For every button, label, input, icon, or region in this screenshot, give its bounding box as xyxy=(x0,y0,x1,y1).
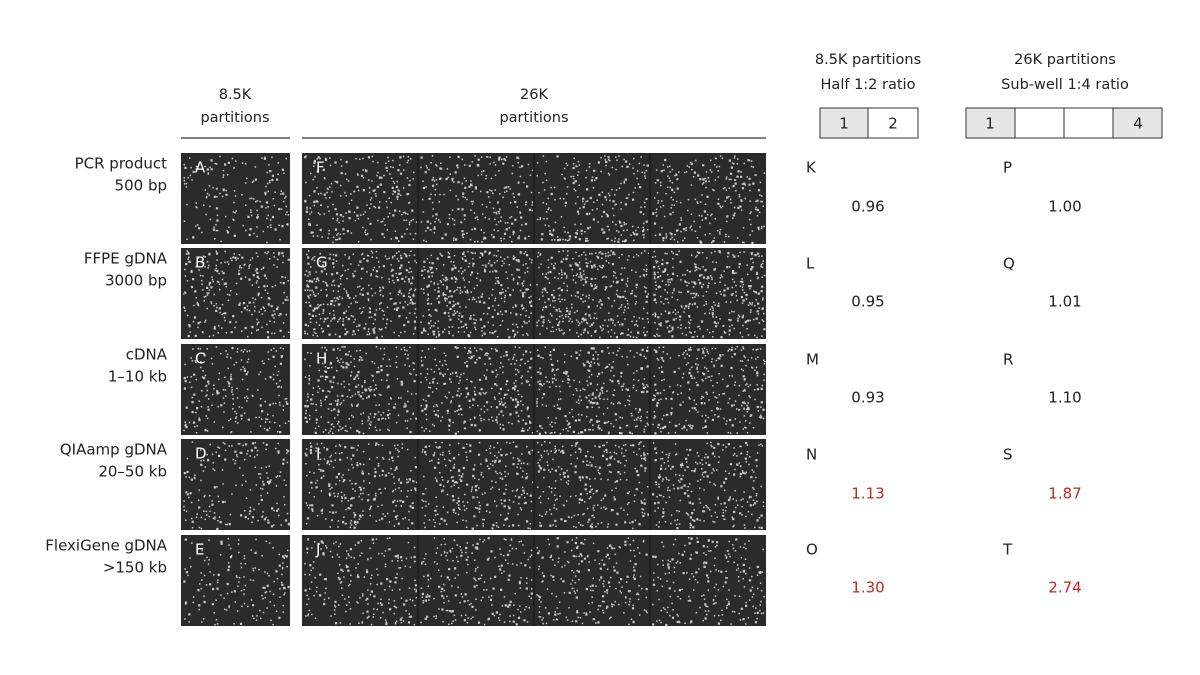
row-label: 1–10 kb xyxy=(108,368,167,386)
partition-dots xyxy=(652,537,765,627)
row-label: 3000 bp xyxy=(105,272,167,290)
result-value: 0.95 xyxy=(851,293,884,311)
row-label: FFPE gDNA xyxy=(84,250,168,268)
ratio-title: 26K partitions xyxy=(1014,52,1116,68)
well-label: 2 xyxy=(888,115,898,133)
partition-dots xyxy=(304,537,418,626)
panel-letter: A xyxy=(195,159,206,177)
well-box xyxy=(1063,107,1114,139)
partition-dots xyxy=(304,442,418,529)
partition-dots xyxy=(652,155,766,244)
partition-dots xyxy=(183,346,290,434)
partition-dots xyxy=(420,346,534,435)
ratio-subtitle: Half 1:2 ratio xyxy=(821,77,916,93)
partition-dots xyxy=(652,346,766,435)
panel-letter: E xyxy=(195,541,204,559)
partition-dots xyxy=(183,250,290,339)
partition-dots xyxy=(420,537,533,626)
image-panel xyxy=(181,535,290,626)
panel-letter: J xyxy=(315,541,320,559)
partition-dots xyxy=(536,250,650,339)
partition-dots xyxy=(304,346,418,435)
result-value: 1.30 xyxy=(851,579,884,597)
partition-dots xyxy=(304,250,418,339)
partition-dots xyxy=(420,250,533,339)
well-label: 1 xyxy=(985,115,995,133)
well-label: 4 xyxy=(1133,115,1143,133)
result-value: 1.01 xyxy=(1048,293,1081,311)
partition-dots xyxy=(652,441,765,530)
image-panel xyxy=(181,439,290,530)
result-value: 0.93 xyxy=(851,389,884,407)
row-label: 20–50 kb xyxy=(98,463,167,481)
row-label: FlexiGene gDNA xyxy=(45,537,167,555)
partition-dots xyxy=(536,346,649,435)
partition-dots xyxy=(183,537,290,626)
row-label: cDNA xyxy=(126,346,168,364)
result-letter: K xyxy=(806,159,817,177)
result-value: 1.00 xyxy=(1048,198,1081,216)
column-subtitle: partitions xyxy=(499,110,568,126)
result-value: 0.96 xyxy=(851,198,884,216)
row-label: PCR product xyxy=(75,155,168,173)
row-label: >150 kb xyxy=(103,559,167,577)
partition-dots xyxy=(183,441,290,531)
result-letter: O xyxy=(806,541,818,559)
result-letter: L xyxy=(806,255,815,273)
column-subtitle: partitions xyxy=(200,110,269,126)
result-letter: S xyxy=(1003,446,1013,464)
panel-letter: H xyxy=(316,350,327,368)
well-box xyxy=(1014,107,1065,139)
result-letter: M xyxy=(806,351,819,369)
ratio-title: 8.5K partitions xyxy=(815,52,921,68)
partition-dots xyxy=(420,155,534,243)
panel-letter: G xyxy=(316,254,328,272)
partition-dots xyxy=(537,441,650,530)
panel-letter: I xyxy=(316,445,320,463)
partition-dots xyxy=(652,250,766,339)
well-box xyxy=(867,107,919,139)
partition-dots xyxy=(421,441,534,530)
partition-dots xyxy=(304,155,418,244)
result-letter: P xyxy=(1003,159,1012,177)
panel-letter: D xyxy=(195,445,207,463)
result-letter: R xyxy=(1003,351,1013,369)
ratio-subtitle: Sub-well 1:4 ratio xyxy=(1001,77,1129,93)
well-box xyxy=(965,107,1016,139)
result-letter: Q xyxy=(1003,255,1015,273)
panel-letter: B xyxy=(195,254,205,272)
result-value: 2.74 xyxy=(1048,579,1081,597)
column-title: 26K xyxy=(520,87,548,103)
row-label: QIAamp gDNA xyxy=(60,441,168,459)
result-letter: T xyxy=(1002,541,1013,559)
result-value: 1.13 xyxy=(851,485,884,503)
panel-letter: F xyxy=(316,159,325,177)
result-letter: N xyxy=(806,446,817,464)
well-label: 1 xyxy=(839,115,849,133)
panel-letter: C xyxy=(195,350,205,368)
well-box xyxy=(1112,107,1163,139)
column-title: 8.5K xyxy=(219,87,252,103)
row-label: 500 bp xyxy=(115,177,167,195)
result-value: 1.87 xyxy=(1048,485,1081,503)
result-value: 1.10 xyxy=(1048,389,1081,407)
partition-dots xyxy=(536,155,649,243)
